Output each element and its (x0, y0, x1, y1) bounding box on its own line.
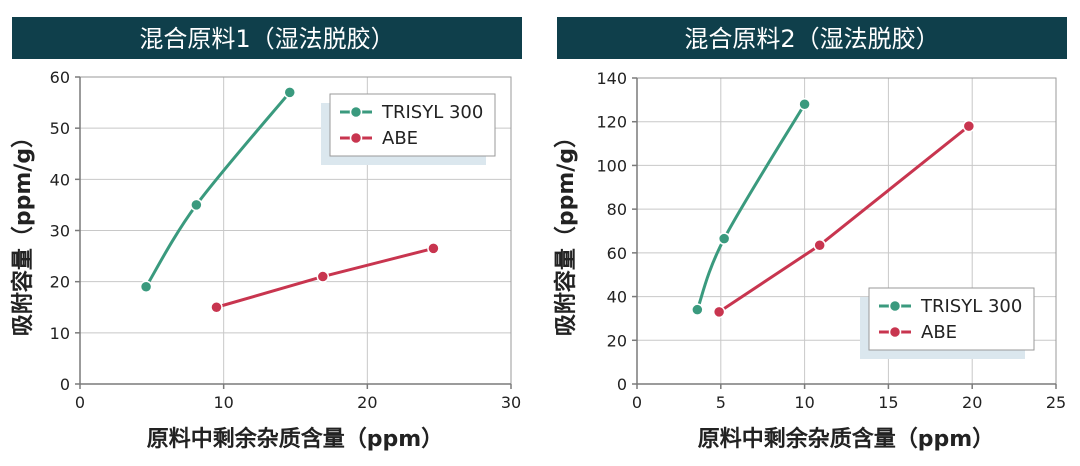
chart-2-x-axis-label: 原料中剩余杂质含量（ppm） (698, 426, 994, 452)
chart-2-y-tick-label: 40 (607, 288, 627, 307)
chart-1-y-tick-label: 40 (50, 170, 70, 189)
chart-1-series-2-point (316, 270, 330, 283)
chart-2-y-tick-label: 60 (607, 244, 627, 263)
chart-1-y-axis-label: 吸附容量（ppm/g） (10, 126, 36, 336)
chart-1-legend-label: TRISYL 300 (381, 102, 483, 123)
chart-panel-1: 混合原料1（湿法脱胶） 0 10 20 30 40 50 60 0 10 20 30 TRISYL 3… (10, 17, 522, 452)
chart-1-series-1-line (144, 91, 291, 288)
chart-2-x-tick-label: 25 (1046, 393, 1066, 412)
chart-2-legend (868, 287, 1035, 351)
chart-2-legend-swatch-marker (888, 299, 902, 313)
chart-1-title: 混合原料1（湿法脱胶） (139, 25, 394, 53)
chart-2-legend-swatch-marker (888, 325, 902, 339)
chart-1-header-bar (12, 17, 522, 59)
chart-2-title: 混合原料2（湿法脱胶） (684, 25, 939, 53)
chart-2-y-tick-label: 0 (617, 375, 627, 394)
chart-1-y-tick-label: 0 (60, 375, 70, 394)
chart-2-series-2-point (962, 119, 976, 133)
chart-1-series-2-point (427, 242, 440, 255)
chart-2-series-1-point (691, 303, 704, 316)
chart-2-y-tick-label: 140 (596, 69, 627, 88)
chart-2-x-tick-label: 10 (794, 393, 814, 412)
chart-2-series-2-point (813, 238, 826, 252)
chart-2-x-tick-label: 15 (878, 393, 898, 412)
chart-2-series-1-point (717, 232, 731, 245)
chart-1-y-tick-label: 50 (50, 119, 70, 138)
chart-2-series-1-line (695, 103, 806, 311)
chart-1-legend-swatch-marker (349, 105, 363, 119)
chart-2-legend-label: TRISYL 300 (920, 296, 1022, 317)
chart-1-legend-label: ABE (382, 128, 418, 149)
chart-2-series-2-point (712, 305, 726, 319)
chart-2-y-tick-label: 80 (607, 200, 627, 219)
chart-1-x-tick-label: 20 (357, 393, 377, 412)
chart-1-y-tick-label: 10 (50, 324, 70, 343)
chart-2-y-tick-label: 20 (607, 331, 627, 350)
chart-2-header-bar (557, 17, 1067, 59)
chart-1-x-tick-label: 10 (213, 393, 233, 412)
chart-panel-2: 混合原料2（湿法脱胶） 0 20 40 60 80 100 120 140 0 5 10 15 20 25… (553, 17, 1067, 452)
chart-1-series-2-point (210, 301, 223, 314)
chart-1-y-tick-label: 20 (50, 273, 70, 292)
chart-2-y-tick-label: 120 (596, 113, 627, 132)
chart-1-series-1-point (190, 198, 203, 212)
chart-1-plot-area: 0 10 20 30 40 50 60 0 10 20 30 TRISYL 300 ABE (50, 68, 522, 412)
chart-1-legend (329, 93, 496, 157)
chart-1-series-1-point (139, 280, 153, 294)
chart-1-y-tick-label: 30 (50, 222, 70, 241)
chart-2-series-1-point (798, 97, 811, 111)
chart-2-x-tick-label: 20 (962, 393, 982, 412)
chart-1-x-tick-label: 30 (501, 393, 521, 412)
chart-2-y-tick-label: 100 (596, 156, 627, 175)
chart-2-legend-label: ABE (921, 322, 957, 343)
chart-2-series-2-line (718, 124, 970, 314)
chart-2-plot-area: 0 20 40 60 80 100 120 140 0 5 10 15 20 25 TRISYL 300 AB… (596, 69, 1066, 412)
chart-2-x-tick-label: 0 (632, 393, 642, 412)
chart-1-x-tick-label: 0 (75, 393, 85, 412)
chart-1-legend-swatch-marker (349, 131, 363, 145)
chart-2-x-tick-label: 5 (716, 393, 726, 412)
chart-1-series-1-point (283, 86, 297, 99)
chart-2-y-axis-label: 吸附容量（ppm/g） (553, 126, 579, 336)
chart-1-y-tick-label: 60 (50, 68, 70, 87)
chart-1-x-axis-label: 原料中剩余杂质含量（ppm） (147, 426, 443, 452)
